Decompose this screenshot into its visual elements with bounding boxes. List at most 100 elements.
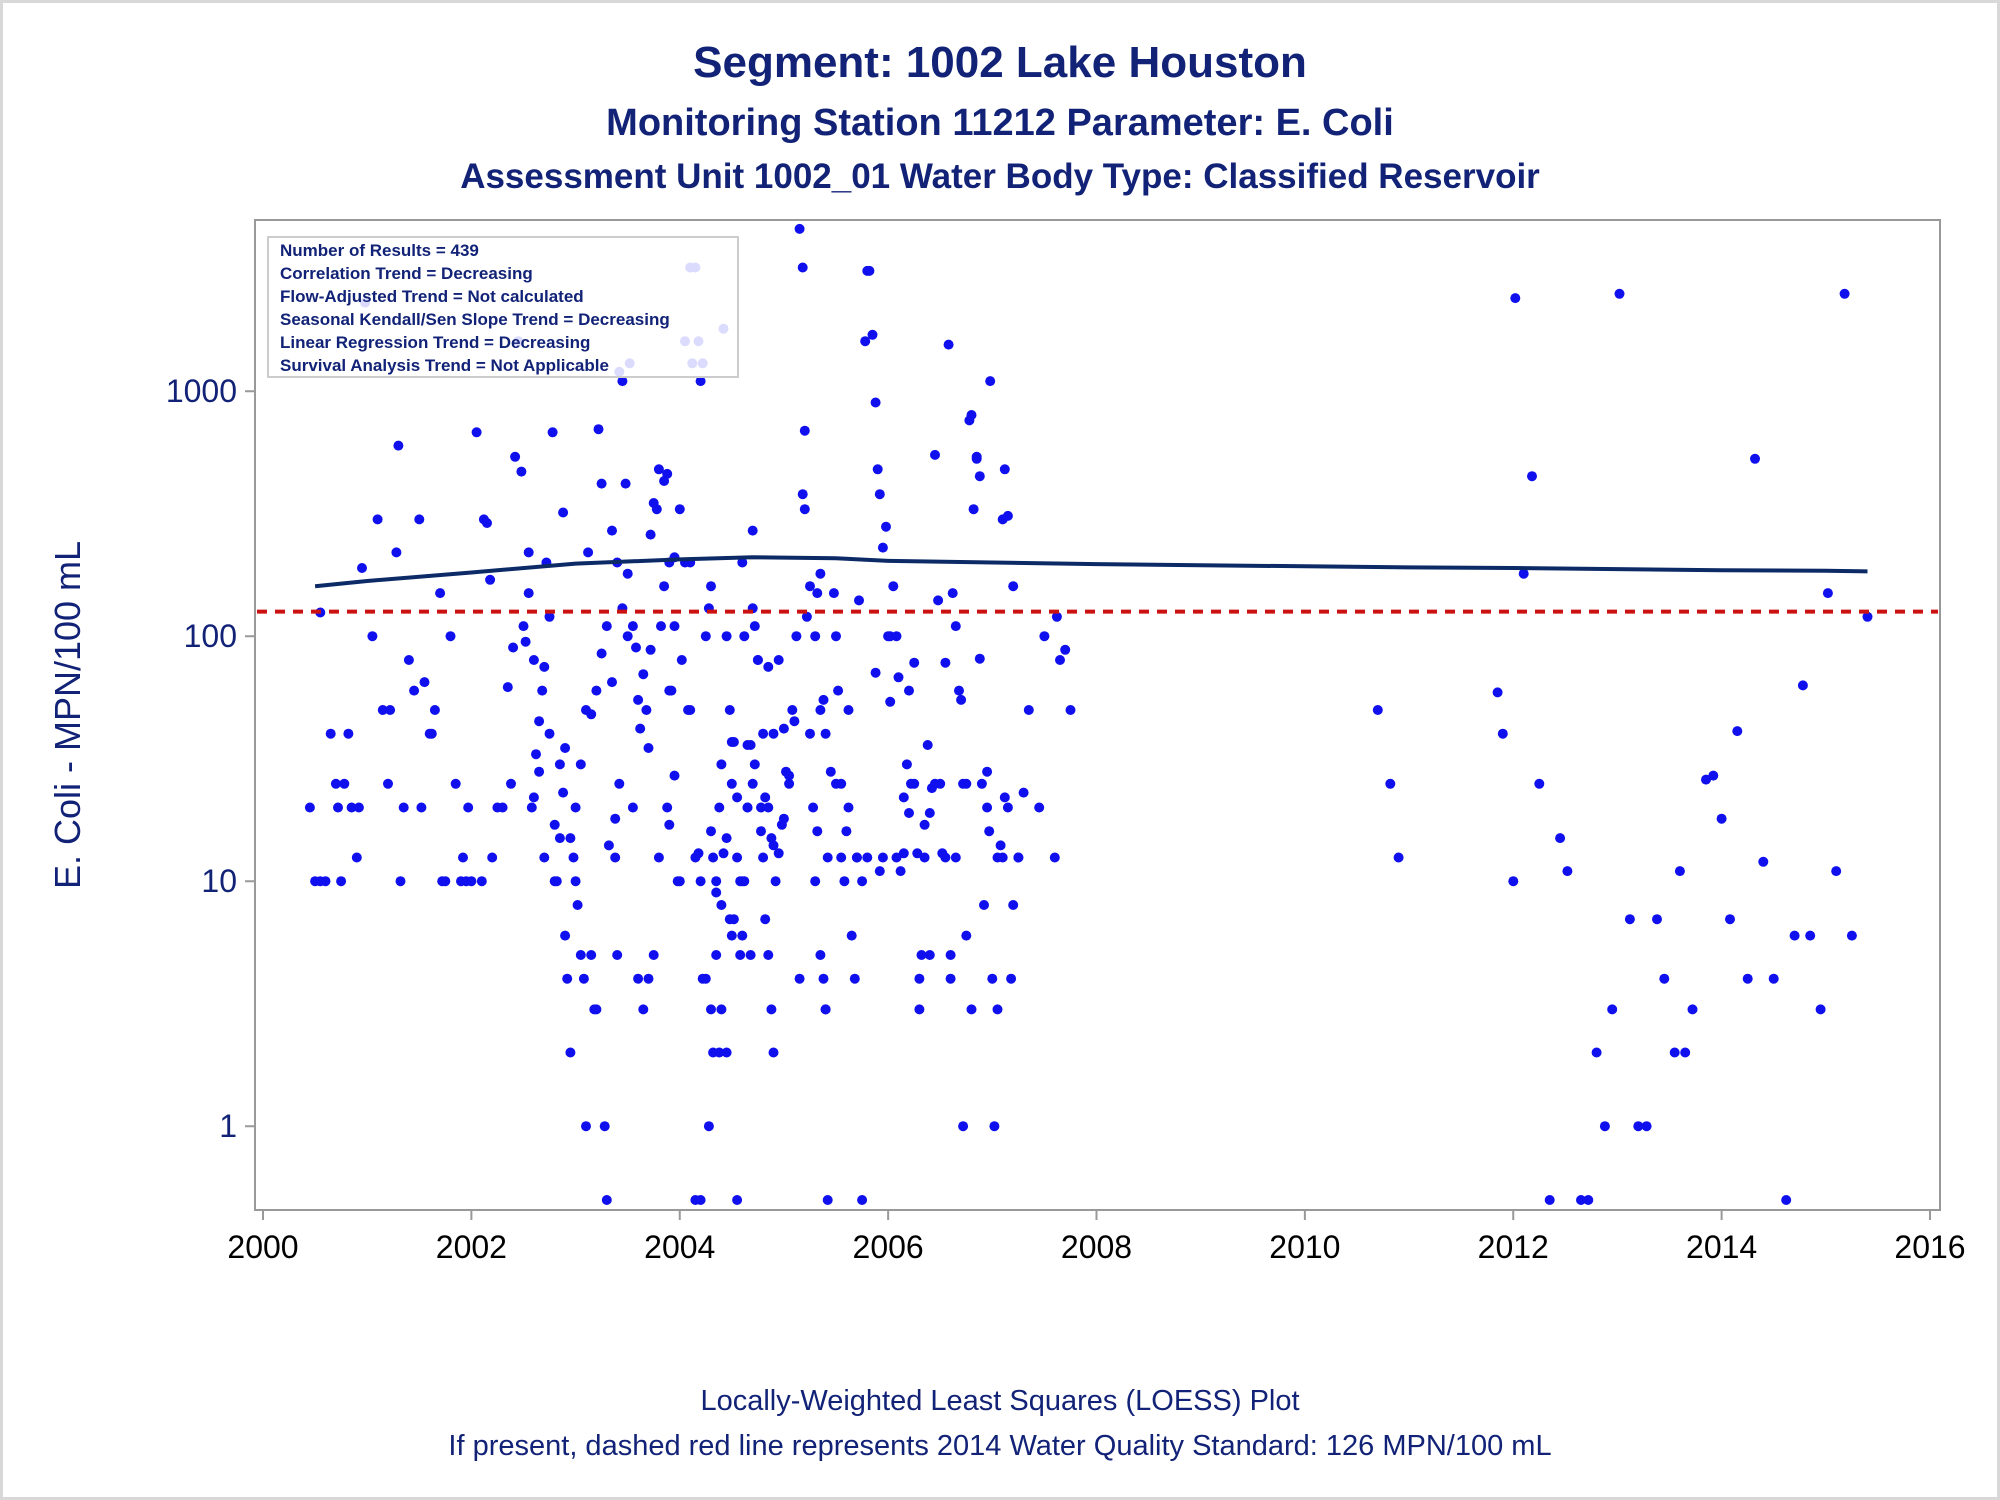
data-point: [922, 740, 933, 750]
data-point: [784, 770, 795, 781]
data-point: [1065, 705, 1076, 715]
data-point: [1633, 1121, 1644, 1132]
data-point: [333, 802, 343, 813]
data-point: [572, 900, 583, 910]
data-point: [1599, 1121, 1610, 1132]
data-point: [523, 547, 534, 558]
data-point: [945, 950, 956, 960]
data-point: [1822, 588, 1833, 599]
data-point: [653, 464, 664, 475]
data-point: [426, 728, 437, 739]
data-point: [403, 655, 414, 665]
data-point: [1006, 973, 1017, 984]
data-point: [992, 1004, 1003, 1015]
data-point: [343, 728, 354, 739]
data-point: [947, 588, 958, 599]
data-point: [874, 866, 885, 877]
data-point: [756, 826, 766, 837]
data-point: [607, 677, 617, 688]
data-point: [620, 478, 631, 489]
data-point: [586, 709, 597, 720]
data-point: [1023, 705, 1034, 715]
data-point: [528, 655, 539, 665]
data-point: [714, 1047, 725, 1058]
data-point: [520, 636, 531, 647]
data-point: [631, 642, 641, 653]
data-point: [383, 778, 393, 789]
data-point: [760, 914, 771, 925]
data-point: [912, 848, 923, 859]
data-point: [700, 631, 711, 642]
data-point: [958, 1121, 969, 1132]
inset-line-4: Seasonal Kendall/Sen Slope Trend = Decre…: [280, 310, 670, 329]
data-point: [586, 950, 597, 960]
data-point: [956, 694, 967, 705]
data-point: [732, 852, 743, 863]
data-point: [1393, 852, 1404, 863]
data-point: [831, 631, 841, 642]
data-point: [854, 595, 864, 606]
data-point: [763, 950, 774, 960]
data-point: [1805, 930, 1816, 941]
data-point: [721, 631, 732, 642]
data-point: [864, 265, 875, 276]
data-point: [1534, 778, 1545, 789]
data-point: [968, 504, 979, 515]
data-point: [1781, 1195, 1792, 1205]
data-point: [693, 848, 704, 859]
data-point: [841, 826, 852, 837]
data-point: [578, 973, 589, 984]
data-point: [463, 802, 474, 813]
data-point: [1510, 293, 1521, 304]
data-point: [643, 973, 654, 984]
data-point: [1797, 680, 1808, 691]
data-point: [1385, 778, 1396, 789]
data-point: [758, 852, 769, 863]
data-point: [391, 547, 402, 558]
data-point: [815, 950, 826, 960]
data-point: [664, 819, 675, 830]
data-point: [891, 852, 902, 863]
data-point: [1008, 900, 1019, 910]
data-point: [706, 826, 716, 837]
data-point: [1732, 726, 1743, 737]
data-point: [982, 766, 993, 777]
data-point: [1680, 1047, 1691, 1058]
data-point: [1060, 644, 1071, 655]
data-point: [669, 621, 680, 632]
data-point: [870, 667, 881, 678]
y-tick-label: 1: [219, 1108, 237, 1144]
data-point: [862, 852, 873, 863]
data-point: [547, 427, 558, 438]
data-point: [735, 950, 746, 960]
data-point: [591, 1004, 602, 1015]
data-point: [924, 808, 935, 818]
data-point: [924, 950, 935, 960]
data-point: [1839, 288, 1850, 299]
data-point: [794, 223, 805, 234]
data-point: [695, 876, 706, 887]
data-point: [789, 716, 800, 727]
data-point: [466, 876, 477, 887]
data-point: [745, 950, 756, 960]
data-point: [914, 1004, 925, 1015]
chart-subtitle-2: Assessment Unit 1002_01 Water Body Type:…: [460, 157, 1540, 196]
x-tick-label: 2000: [227, 1229, 298, 1265]
data-point: [523, 588, 534, 599]
y-tick-label: 10: [201, 863, 237, 899]
data-point: [1652, 914, 1662, 925]
data-point: [1614, 288, 1625, 299]
data-point: [999, 792, 1010, 803]
data-point: [732, 792, 743, 803]
data-point: [1674, 866, 1685, 877]
data-point: [534, 716, 545, 727]
data-point: [716, 759, 727, 770]
data-point: [648, 950, 659, 960]
data-point: [1039, 631, 1050, 642]
data-point: [539, 661, 550, 672]
data-point: [860, 336, 871, 347]
data-point: [982, 802, 993, 813]
data-point: [749, 621, 760, 632]
data-point: [999, 464, 1010, 475]
data-point: [836, 852, 847, 863]
